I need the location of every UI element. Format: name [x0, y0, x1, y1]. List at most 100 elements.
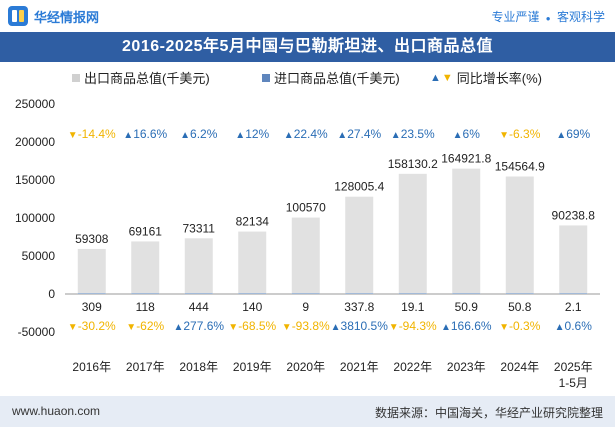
- x-category-label: 2024年: [500, 360, 539, 374]
- legend-export-label: 出口商品总值(千美元): [84, 71, 210, 86]
- growth-up-icon: ▲: [173, 322, 183, 333]
- import-growth-label: ▲0.6%: [555, 319, 593, 333]
- import-bar: [291, 293, 320, 294]
- x-category-label: 2025年: [554, 360, 593, 374]
- export-value-label: 82134: [236, 215, 270, 229]
- legend-export: 出口商品总值(千美元): [72, 68, 210, 87]
- growth-value: -6.3%: [509, 127, 541, 141]
- import-growth-label: ▼-30.2%: [68, 319, 116, 333]
- growth-up-icon: ▲: [180, 130, 190, 141]
- growth-down-icon: ▼: [228, 322, 238, 333]
- export-growth-label: ▲6.2%: [180, 127, 218, 141]
- y-tick-label: 0: [48, 287, 55, 301]
- export-value-label: 158130.2: [388, 157, 438, 171]
- growth-down-icon: ▼: [389, 322, 399, 333]
- site-name: 华经情报网: [34, 9, 100, 25]
- footer-website[interactable]: www.huaon.com: [12, 404, 101, 418]
- import-value-label: 140: [242, 300, 262, 314]
- export-bar: [398, 173, 427, 294]
- growth-down-icon: ▼: [68, 322, 78, 333]
- export-growth-label: ▲6%: [453, 127, 481, 141]
- growth-down-icon: ▼: [499, 130, 509, 141]
- footer-source: 数据来源：中国海关，华经产业研究院整理: [374, 406, 603, 420]
- growth-value: -94.3%: [399, 319, 437, 333]
- export-bar: [505, 176, 534, 294]
- tagline-professional: 专业严谨: [491, 10, 540, 24]
- growth-down-icon: ▼: [126, 322, 136, 333]
- x-category-label: 2018年: [179, 360, 218, 374]
- export-value-label: 69161: [129, 224, 163, 238]
- growth-up-icon: ▲: [331, 322, 341, 333]
- y-tick-label: 250000: [15, 97, 55, 111]
- export-growth-label: ▼-6.3%: [499, 127, 541, 141]
- growth-value: 12%: [245, 127, 269, 141]
- import-value-label: 444: [189, 300, 209, 314]
- footer: www.huaon.com 数据来源：中国海关，华经产业研究院整理: [0, 396, 615, 427]
- x-category-label: 2019年: [233, 360, 272, 374]
- import-growth-label: ▼-68.5%: [228, 319, 276, 333]
- growth-up-icon: ▲: [337, 130, 347, 141]
- import-bar: [559, 293, 588, 294]
- growth-value: 3810.5%: [341, 319, 389, 333]
- brand[interactable]: 华经情报网: [8, 6, 99, 26]
- import-growth-label: ▲3810.5%: [331, 319, 389, 333]
- x-category-label: 1-5月: [559, 376, 588, 390]
- export-bar: [345, 196, 374, 294]
- import-value-label: 50.8: [508, 300, 532, 314]
- up-triangle-icon: ▲: [430, 71, 441, 84]
- import-value-label: 118: [136, 300, 155, 314]
- y-tick-label: 200000: [15, 135, 55, 149]
- x-category-label: 2020年: [286, 360, 325, 374]
- growth-value: 69%: [566, 127, 590, 141]
- export-value-label: 100570: [286, 201, 326, 215]
- growth-value: 23.5%: [401, 127, 435, 141]
- import-bar: [77, 293, 106, 294]
- legend-growth: ▲ ▼ 同比增长率(%): [430, 68, 542, 87]
- growth-value: -68.5%: [238, 319, 276, 333]
- export-bar: [559, 225, 588, 294]
- growth-value: 27.4%: [347, 127, 381, 141]
- growth-down-icon: ▼: [282, 322, 292, 333]
- huajing-logo-icon: [8, 6, 28, 26]
- down-triangle-icon: ▼: [441, 71, 453, 84]
- import-growth-label: ▼-93.8%: [282, 319, 330, 333]
- tagline-separator: ●: [545, 14, 551, 23]
- legend-export-swatch: [72, 73, 80, 82]
- legend-growth-label: 同比增长率(%): [456, 71, 542, 86]
- chart-legend: 出口商品总值(千美元) 进口商品总值(千美元) ▲ ▼ 同比增长率(%): [0, 68, 615, 90]
- export-growth-label: ▲12%: [235, 127, 269, 141]
- growth-value: 16.6%: [133, 127, 167, 141]
- growth-up-icon: ▲: [284, 130, 294, 141]
- growth-value: 0.6%: [565, 319, 593, 333]
- export-bar: [77, 248, 106, 294]
- import-value-label: 50.9: [455, 300, 479, 314]
- export-value-label: 73311: [183, 221, 216, 235]
- growth-down-icon: ▼: [68, 130, 78, 141]
- growth-up-icon: ▲: [391, 130, 401, 141]
- growth-up-icon: ▲: [555, 322, 565, 333]
- export-bar: [291, 217, 320, 294]
- import-value-label: 2.1: [565, 300, 582, 314]
- growth-value: -30.2%: [78, 319, 116, 333]
- growth-up-icon: ▲: [453, 130, 463, 141]
- x-category-label: 2022年: [393, 360, 432, 374]
- import-bar: [184, 293, 213, 294]
- export-bar: [131, 241, 160, 294]
- y-tick-label: 50000: [22, 249, 56, 263]
- x-category-label: 2023年: [447, 360, 486, 374]
- import-growth-label: ▼-94.3%: [389, 319, 437, 333]
- export-growth-label: ▲27.4%: [337, 127, 381, 141]
- import-growth-label: ▼-0.3%: [499, 319, 541, 333]
- x-category-label: 2021年: [340, 360, 379, 374]
- import-bar: [505, 293, 534, 294]
- export-value-label: 90238.8: [552, 208, 596, 222]
- import-bar: [398, 293, 427, 294]
- import-bar: [131, 293, 160, 294]
- growth-value: 6%: [463, 127, 481, 141]
- legend-import-label: 进口商品总值(千美元): [274, 71, 400, 86]
- import-value-label: 9: [302, 300, 309, 314]
- export-growth-label: ▼-14.4%: [68, 127, 116, 141]
- export-bar: [184, 238, 213, 294]
- legend-import-swatch: [262, 73, 270, 82]
- export-value-label: 128005.4: [334, 180, 384, 194]
